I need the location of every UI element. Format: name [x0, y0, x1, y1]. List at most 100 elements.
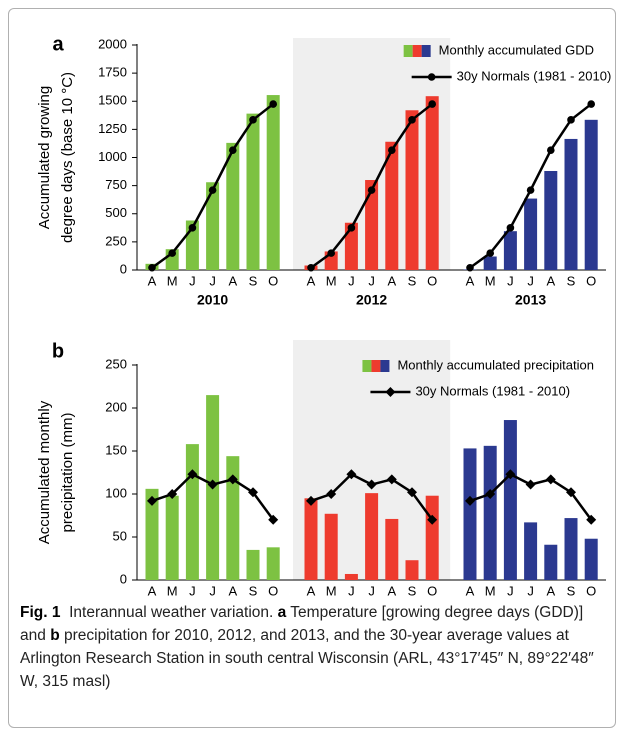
bar — [145, 488, 159, 580]
y-tick-label: 0 — [120, 571, 127, 586]
bar — [304, 498, 318, 580]
x-tick-label: A — [148, 583, 157, 598]
line-marker — [366, 479, 377, 490]
panel-label: b — [52, 340, 64, 362]
bar — [185, 444, 199, 580]
line-marker — [268, 514, 279, 525]
x-tick-label: O — [586, 583, 596, 598]
line-marker — [187, 469, 198, 480]
legend-label: 30y Normals (1981 - 2010) — [415, 383, 570, 398]
bar — [503, 420, 517, 580]
y-axis-label: Accumulated growing — [36, 86, 53, 229]
x-tick-label: J — [348, 273, 355, 288]
legend-label: Monthly accumulated GDD — [439, 42, 594, 57]
x-tick-label: A — [228, 583, 237, 598]
y-axis-label: precipitation (mm) — [59, 412, 76, 532]
bar — [385, 518, 399, 580]
bar — [206, 182, 220, 270]
bar — [483, 256, 497, 270]
y-tick-label: 100 — [105, 485, 127, 500]
line-marker — [587, 100, 595, 108]
line-marker — [428, 100, 437, 108]
bar — [385, 141, 399, 270]
x-tick-label: O — [586, 273, 596, 288]
panel-label: a — [52, 33, 64, 55]
y-tick-label: 1000 — [98, 149, 127, 164]
bar — [165, 495, 179, 580]
bar — [405, 560, 419, 580]
bar — [524, 522, 538, 580]
y-tick-label: 200 — [105, 399, 127, 414]
line-marker — [306, 495, 316, 506]
line-marker — [505, 469, 516, 480]
line-marker — [547, 146, 555, 154]
caption-panel: a — [277, 604, 287, 621]
line-marker — [388, 146, 396, 154]
x-tick-label: J — [189, 583, 196, 598]
x-tick-label: A — [307, 583, 316, 598]
x-tick-label: J — [507, 583, 514, 598]
y-tick-label: 750 — [105, 177, 127, 192]
legend-swatch — [362, 360, 372, 372]
x-tick-label: A — [466, 583, 475, 598]
x-tick-label: S — [567, 583, 576, 598]
line-marker — [465, 495, 475, 506]
x-tick-label: M — [485, 273, 496, 288]
y-tick-label: 250 — [105, 233, 127, 248]
x-tick-label: O — [427, 273, 437, 288]
y-tick-label: 1500 — [98, 93, 127, 108]
bar — [483, 445, 497, 580]
bar — [266, 95, 280, 270]
x-tick-label: J — [368, 273, 375, 288]
line-marker — [566, 487, 576, 498]
x-tick-label: J — [209, 273, 216, 288]
x-tick-label: A — [387, 583, 396, 598]
line-marker — [408, 116, 416, 124]
caption-label: Fig. 1 — [20, 604, 61, 621]
x-tick-label: O — [268, 583, 278, 598]
x-tick-label: A — [387, 273, 396, 288]
y-tick-label: 1750 — [98, 65, 127, 80]
x-tick-label: S — [249, 583, 258, 598]
bar — [564, 138, 578, 270]
line-marker — [545, 474, 556, 485]
line-marker — [167, 489, 178, 499]
bar — [246, 113, 260, 270]
bar — [524, 198, 538, 270]
x-tick-label: A — [466, 273, 475, 288]
y-tick-label: 500 — [105, 205, 127, 220]
chart: a Accumulated growing degree days (base 10… — [36, 33, 611, 598]
caption: Fig. 1 Interannual weather variation. a … — [20, 601, 612, 693]
y-tick-label: 2000 — [98, 36, 127, 51]
line-marker — [526, 186, 535, 194]
y-tick-label: 250 — [105, 356, 127, 371]
line-marker — [486, 249, 495, 257]
line-marker — [207, 479, 218, 490]
x-tick-label: J — [527, 583, 534, 598]
x-tick-label: A — [546, 583, 555, 598]
x-tick-label: J — [209, 583, 216, 598]
line-marker — [567, 116, 575, 124]
line-marker — [346, 469, 357, 480]
line-marker — [327, 249, 336, 257]
bar — [564, 518, 578, 580]
legend-marker — [427, 73, 436, 81]
legend-swatch — [380, 360, 390, 372]
x-tick-label: M — [167, 583, 178, 598]
caption-text: precipitation for 2010, 2012, and 2013, … — [20, 627, 594, 690]
bar — [226, 456, 240, 580]
line-marker — [525, 479, 536, 490]
x-tick-label: A — [148, 273, 157, 288]
line-marker — [506, 224, 515, 232]
line-marker — [148, 263, 156, 272]
line-marker — [326, 489, 337, 499]
line-marker — [249, 116, 257, 124]
x-tick-label: A — [228, 273, 237, 288]
line-marker — [229, 146, 237, 154]
group-label: 2012 — [356, 292, 387, 308]
line-marker — [168, 249, 176, 257]
bar — [344, 573, 358, 580]
bar — [544, 544, 558, 580]
x-tick-label: A — [307, 273, 316, 288]
